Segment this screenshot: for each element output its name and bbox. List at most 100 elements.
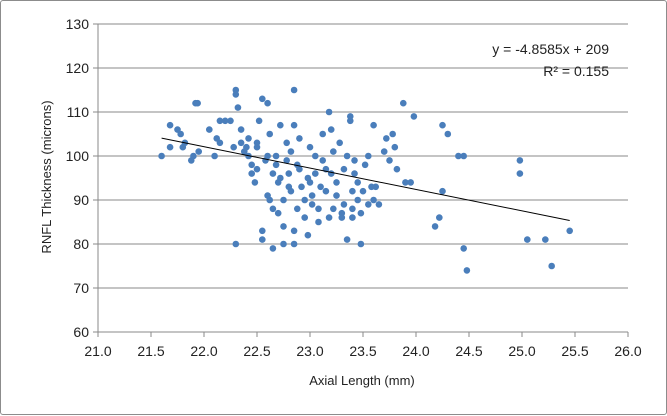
x-tick-label: 22.5 xyxy=(243,343,270,359)
data-point xyxy=(266,196,274,204)
data-point xyxy=(280,240,287,248)
y-tick-label: 60 xyxy=(73,324,89,340)
data-point xyxy=(285,170,293,177)
data-point xyxy=(255,117,263,125)
data-point xyxy=(357,240,365,248)
x-tick-label: 23.0 xyxy=(296,343,323,359)
data-point xyxy=(393,165,401,173)
data-point xyxy=(407,179,415,186)
y-tick-label: 70 xyxy=(73,280,89,296)
data-point xyxy=(524,236,531,243)
data-point xyxy=(516,157,524,164)
data-point xyxy=(439,121,446,129)
data-point xyxy=(237,126,245,133)
data-point xyxy=(306,179,314,186)
y-tick-label: 100 xyxy=(66,148,90,164)
data-point xyxy=(248,170,255,177)
trendline-layer xyxy=(161,137,570,221)
data-point xyxy=(319,157,327,164)
data-point xyxy=(351,170,358,177)
data-point xyxy=(232,240,240,248)
data-point xyxy=(365,201,372,208)
data-point xyxy=(402,179,409,186)
data-point xyxy=(357,209,365,217)
data-point xyxy=(301,214,309,221)
data-point xyxy=(333,192,340,199)
data-point xyxy=(354,179,362,186)
trendline-equation: y = -4.8585x + 209 xyxy=(492,41,609,57)
data-point xyxy=(542,236,549,243)
data-point xyxy=(325,108,333,116)
data-point xyxy=(190,152,197,160)
data-point xyxy=(264,99,271,107)
x-tick-label: 26.0 xyxy=(614,343,641,359)
axes xyxy=(93,23,629,337)
x-tick-label: 21.0 xyxy=(84,343,111,359)
data-point xyxy=(259,236,266,243)
data-point xyxy=(296,135,303,142)
data-point xyxy=(269,170,277,177)
data-point xyxy=(277,174,284,182)
data-point xyxy=(340,201,348,208)
data-point xyxy=(338,214,346,221)
y-tick-label: 80 xyxy=(73,236,89,252)
data-point xyxy=(312,170,319,177)
data-point xyxy=(325,214,333,221)
data-point xyxy=(269,245,277,252)
data-point xyxy=(259,227,266,235)
x-tick-label: 24.0 xyxy=(402,343,429,359)
data-point xyxy=(227,117,234,125)
data-point xyxy=(319,130,327,138)
data-point xyxy=(234,104,242,111)
data-point xyxy=(351,157,358,164)
y-axis-title: RNFL Thickness (microns) xyxy=(39,100,54,253)
trendline xyxy=(161,137,570,221)
data-point xyxy=(389,130,396,138)
data-point xyxy=(327,126,335,133)
data-point xyxy=(308,192,316,199)
data-point xyxy=(243,143,250,151)
data-point xyxy=(370,121,377,129)
data-point xyxy=(333,179,340,186)
data-point xyxy=(296,165,303,173)
grid-lines xyxy=(98,23,628,289)
x-tick-label: 21.5 xyxy=(137,343,164,359)
data-point xyxy=(269,205,277,213)
data-point xyxy=(237,139,245,147)
data-point xyxy=(365,152,372,160)
data-point xyxy=(391,143,399,151)
data-point xyxy=(272,152,280,160)
data-point xyxy=(566,227,573,235)
x-tick-label: 25.0 xyxy=(508,343,535,359)
data-point xyxy=(431,223,439,230)
data-point xyxy=(315,218,322,226)
data-point xyxy=(287,148,295,155)
data-point xyxy=(410,113,418,120)
data-point xyxy=(444,130,452,138)
data-point xyxy=(216,117,224,125)
data-point xyxy=(306,143,314,151)
data-point xyxy=(253,165,261,173)
data-point xyxy=(455,152,462,160)
data-point xyxy=(253,143,261,151)
data-point xyxy=(304,231,312,239)
y-tick-label: 130 xyxy=(66,16,90,32)
data-point xyxy=(298,183,305,191)
data-point xyxy=(460,245,468,252)
labels: Axial Length (mm) RNFL Thickness (micron… xyxy=(39,16,642,388)
data-point xyxy=(359,187,367,195)
data-point xyxy=(548,262,555,270)
data-point xyxy=(195,148,202,155)
data-point xyxy=(460,152,468,160)
data-point xyxy=(290,86,298,94)
data-point xyxy=(349,205,356,213)
data-point xyxy=(343,152,351,160)
data-point xyxy=(272,161,280,169)
x-tick-label: 23.5 xyxy=(349,343,376,359)
data-point xyxy=(301,196,309,204)
data-point xyxy=(327,170,335,177)
data-point xyxy=(349,187,356,195)
data-point xyxy=(232,91,240,98)
data-point xyxy=(386,157,393,164)
data-point xyxy=(439,187,446,195)
